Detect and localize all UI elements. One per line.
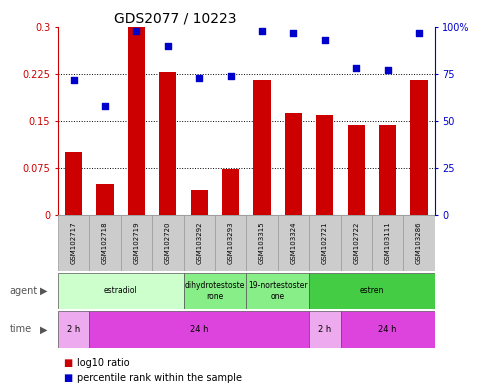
Text: log10 ratio: log10 ratio bbox=[77, 358, 130, 368]
Bar bbox=[184, 273, 246, 309]
Bar bbox=[309, 215, 341, 271]
Bar bbox=[152, 215, 184, 271]
Point bbox=[227, 73, 235, 79]
Text: GSM102720: GSM102720 bbox=[165, 222, 171, 264]
Bar bbox=[65, 152, 82, 215]
Bar bbox=[215, 215, 246, 271]
Text: GSM103315: GSM103315 bbox=[259, 222, 265, 264]
Bar bbox=[341, 311, 435, 348]
Text: GSM103293: GSM103293 bbox=[227, 222, 234, 264]
Text: dihydrotestoste
rone: dihydrotestoste rone bbox=[185, 281, 245, 301]
Text: GSM103111: GSM103111 bbox=[384, 222, 391, 264]
Text: GSM103292: GSM103292 bbox=[196, 222, 202, 264]
Text: GSM102717: GSM102717 bbox=[71, 222, 77, 264]
Bar bbox=[254, 80, 270, 215]
Bar bbox=[411, 80, 427, 215]
Text: percentile rank within the sample: percentile rank within the sample bbox=[77, 373, 242, 383]
Point bbox=[70, 76, 78, 83]
Point bbox=[133, 28, 141, 34]
Text: ▶: ▶ bbox=[40, 324, 47, 334]
Text: 19-nortestoster
one: 19-nortestoster one bbox=[248, 281, 308, 301]
Point bbox=[258, 28, 266, 34]
Point bbox=[415, 30, 423, 36]
Bar bbox=[121, 215, 152, 271]
Text: ■: ■ bbox=[63, 373, 72, 383]
Point bbox=[164, 43, 172, 49]
Bar bbox=[246, 215, 278, 271]
Point bbox=[384, 67, 392, 73]
Bar bbox=[97, 184, 114, 215]
Text: ■: ■ bbox=[63, 358, 72, 368]
Bar bbox=[379, 125, 396, 215]
Text: estren: estren bbox=[360, 286, 384, 295]
Text: agent: agent bbox=[10, 286, 38, 296]
Text: 2 h: 2 h bbox=[318, 325, 331, 334]
Text: 24 h: 24 h bbox=[190, 325, 209, 334]
Bar bbox=[372, 215, 403, 271]
Text: GDS2077 / 10223: GDS2077 / 10223 bbox=[114, 12, 237, 26]
Bar bbox=[58, 273, 184, 309]
Bar bbox=[278, 215, 309, 271]
Bar bbox=[316, 115, 333, 215]
Text: 24 h: 24 h bbox=[378, 325, 397, 334]
Text: GSM102719: GSM102719 bbox=[133, 222, 140, 264]
Bar bbox=[309, 273, 435, 309]
Text: GSM102721: GSM102721 bbox=[322, 222, 328, 264]
Bar bbox=[285, 113, 302, 215]
Bar bbox=[58, 311, 89, 348]
Bar bbox=[222, 169, 239, 215]
Bar bbox=[128, 27, 145, 215]
Bar bbox=[191, 190, 208, 215]
Text: 2 h: 2 h bbox=[67, 325, 80, 334]
Bar bbox=[89, 215, 121, 271]
Text: GSM102718: GSM102718 bbox=[102, 222, 108, 264]
Text: GSM103286: GSM103286 bbox=[416, 222, 422, 264]
Bar bbox=[159, 72, 176, 215]
Text: GSM103324: GSM103324 bbox=[290, 222, 297, 264]
Bar bbox=[348, 125, 365, 215]
Bar bbox=[58, 215, 89, 271]
Point bbox=[290, 30, 298, 36]
Bar bbox=[246, 273, 309, 309]
Bar bbox=[403, 215, 435, 271]
Bar bbox=[309, 311, 341, 348]
Text: ▶: ▶ bbox=[40, 286, 47, 296]
Point bbox=[321, 37, 328, 43]
Bar bbox=[89, 311, 309, 348]
Text: GSM102722: GSM102722 bbox=[353, 222, 359, 264]
Point bbox=[101, 103, 109, 109]
Bar bbox=[341, 215, 372, 271]
Text: estradiol: estradiol bbox=[104, 286, 138, 295]
Bar bbox=[184, 215, 215, 271]
Point bbox=[353, 65, 360, 71]
Point bbox=[195, 74, 203, 81]
Text: time: time bbox=[10, 324, 32, 334]
